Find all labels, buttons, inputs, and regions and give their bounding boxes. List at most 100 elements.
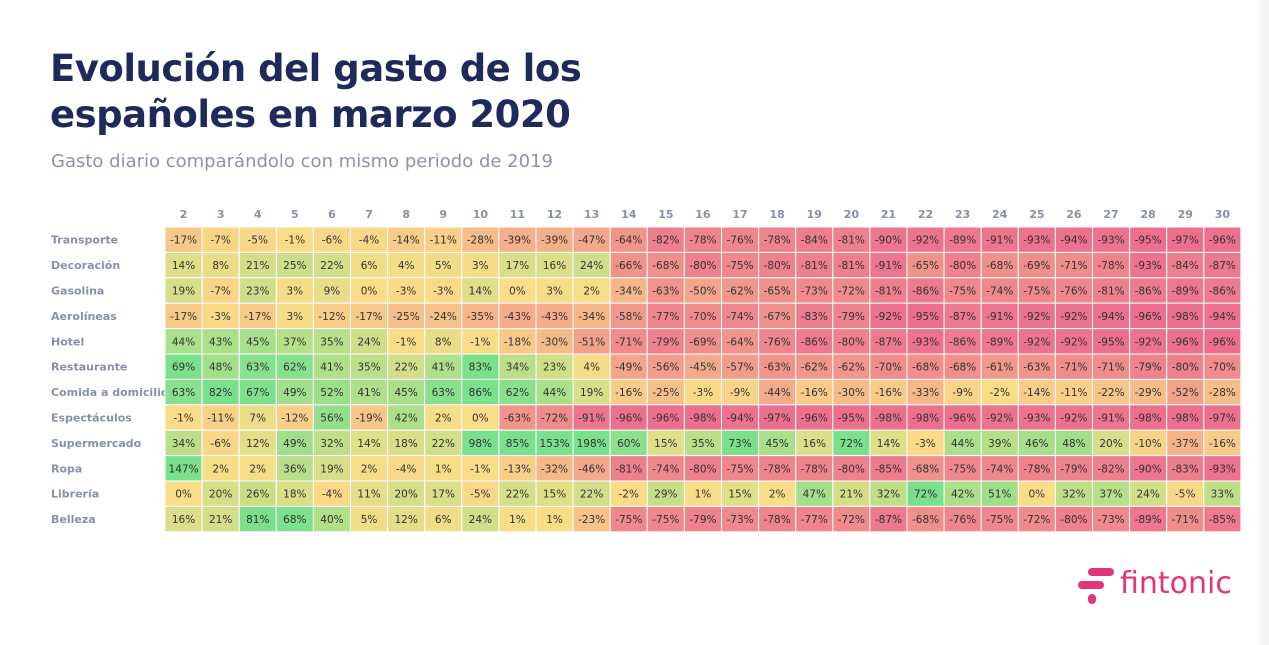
cell-label: 35% xyxy=(691,438,714,450)
cell-label: 45% xyxy=(394,387,417,399)
heatmap-cell xyxy=(683,302,723,330)
cell-label: 8% xyxy=(435,336,452,348)
heatmap-cell xyxy=(906,378,945,406)
heatmap-cell xyxy=(1203,277,1242,304)
heatmap-cell xyxy=(164,277,203,304)
heatmap-cell xyxy=(461,455,500,482)
heatmap-cell xyxy=(1092,353,1131,380)
cell-label: -95% xyxy=(912,311,939,323)
column-header: 13 xyxy=(584,208,599,221)
cell-label: -47% xyxy=(578,235,605,247)
heatmap-cell xyxy=(832,480,871,507)
heatmap-cell xyxy=(535,226,574,253)
cell-label: -71% xyxy=(1097,362,1124,374)
cell-label: 3% xyxy=(287,286,304,298)
cell-label: -70% xyxy=(1209,362,1236,374)
cell-label: 42% xyxy=(394,413,417,425)
heatmap-cell xyxy=(535,429,574,457)
cell-label: 48% xyxy=(209,362,232,374)
cell-label: 23% xyxy=(246,286,269,298)
heatmap-cell xyxy=(350,328,389,355)
cell-label: -75% xyxy=(652,514,679,526)
row-label: Librería xyxy=(51,488,99,501)
cell-label: -64% xyxy=(615,235,642,247)
cell-label: -87% xyxy=(1209,260,1236,272)
heatmap-cell xyxy=(164,353,203,380)
heatmap-cell xyxy=(424,404,463,431)
heatmap-cell xyxy=(275,353,314,380)
cell-label: -66% xyxy=(615,260,642,272)
cell-label: -72% xyxy=(1023,514,1050,526)
heatmap-cell xyxy=(609,277,648,304)
cell-label: -79% xyxy=(1060,463,1087,475)
cell-label: -79% xyxy=(689,514,716,526)
heatmap-cell xyxy=(795,429,834,457)
cell-label: 47% xyxy=(803,489,826,501)
cell-label: -86% xyxy=(1209,286,1236,298)
cell-label: -57% xyxy=(726,362,753,374)
cell-label: 68% xyxy=(283,514,306,526)
heatmap-cell xyxy=(980,404,1019,431)
cell-label: -96% xyxy=(1209,336,1236,348)
cell-label: 0% xyxy=(472,413,489,425)
cell-label: 67% xyxy=(246,387,269,399)
cell-label: -65% xyxy=(764,286,791,298)
cell-label: -51% xyxy=(578,336,605,348)
heatmap-cell xyxy=(1166,480,1205,507)
cell-label: 2% xyxy=(435,413,452,425)
cell-label: -92% xyxy=(1023,336,1050,348)
heatmap-cell xyxy=(238,404,277,431)
column-header: 12 xyxy=(547,208,562,221)
heatmap-cell xyxy=(572,328,611,355)
cell-label: 22% xyxy=(432,438,455,450)
cell-label: -2% xyxy=(619,489,639,501)
column-header: 17 xyxy=(732,208,747,221)
cell-label: 45% xyxy=(765,438,788,450)
heatmap-cell xyxy=(1166,429,1205,457)
cell-label: -92% xyxy=(875,311,902,323)
heatmap-cell xyxy=(535,277,574,304)
row-label: Hotel xyxy=(51,335,84,348)
cell-label: -67% xyxy=(764,311,791,323)
cell-label: -46% xyxy=(578,463,605,475)
heatmap-cell xyxy=(1129,378,1168,406)
column-header: 7 xyxy=(365,208,373,221)
heatmap-cell xyxy=(572,505,611,533)
heatmap-cell xyxy=(1203,429,1242,457)
cell-label: 63% xyxy=(172,387,195,399)
cell-label: -4% xyxy=(322,489,342,501)
column-header: 25 xyxy=(1029,208,1044,221)
heatmap-cell xyxy=(1129,251,1168,279)
column-header: 9 xyxy=(439,208,447,221)
cell-label: -3% xyxy=(693,387,713,399)
cell-label: -11% xyxy=(207,413,234,425)
cell-label: 63% xyxy=(246,362,269,374)
column-header: 20 xyxy=(844,208,860,221)
heatmap-cell xyxy=(461,251,500,279)
cell-label: -91% xyxy=(986,235,1013,247)
cell-label: -81% xyxy=(615,463,642,475)
heatmap-cell xyxy=(609,455,648,482)
heatmap-cell xyxy=(1092,505,1131,533)
heatmap-cell xyxy=(906,480,945,507)
heatmap-cell xyxy=(609,404,648,431)
heatmap-cell xyxy=(572,480,611,507)
cell-label: -17% xyxy=(170,235,197,247)
cell-label: 34% xyxy=(172,438,195,450)
cell-label: -82% xyxy=(1097,463,1124,475)
cell-label: -12% xyxy=(281,413,308,425)
cell-label: 37% xyxy=(283,336,306,348)
cell-label: -87% xyxy=(875,336,902,348)
heatmap-cell xyxy=(275,429,314,457)
cell-label: 14% xyxy=(469,286,492,298)
heatmap-cell xyxy=(1129,353,1168,380)
heatmap-cell xyxy=(201,277,240,304)
cell-label: -34% xyxy=(578,311,605,323)
heatmap-cell xyxy=(980,251,1019,279)
heatmap-cell xyxy=(980,302,1019,330)
heatmap-cell xyxy=(350,353,389,380)
heatmap-cell xyxy=(609,328,648,355)
cell-label: -68% xyxy=(912,362,939,374)
heatmap-cell xyxy=(906,328,945,355)
cell-label: 86% xyxy=(469,387,492,399)
